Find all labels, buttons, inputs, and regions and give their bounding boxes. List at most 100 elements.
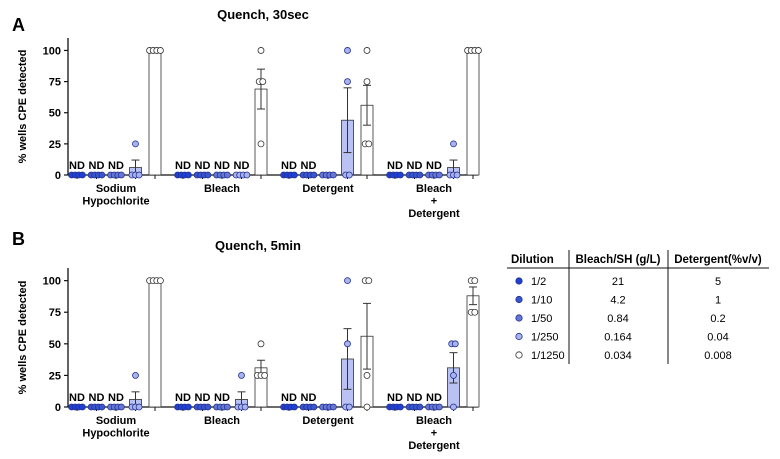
table-swatch [515,295,523,304]
data-point [329,403,337,411]
y-axis-label: % wells CPE detected [17,281,29,395]
y-tick-label: 50 [49,339,61,351]
data-point [79,171,86,179]
y-tick-label: 75 [49,77,61,89]
table-cell-bleach: 0.84 [607,313,628,325]
bar [148,280,162,408]
x-category-label-line: Bleach [204,415,240,427]
y-tick-label: 100 [43,45,61,57]
table-cell-bleach: 0.034 [604,350,632,362]
data-point [451,340,459,348]
table-cell-dilution: 1/10 [531,295,552,307]
table-cell-dilution: 1/50 [531,313,552,325]
x-category-label-line: Bleach [416,183,452,195]
data-point [396,403,404,411]
nd-label: ND [195,160,211,172]
table-swatch [515,332,523,341]
x-category-label: Bleach + Detergent [408,415,460,452]
table-cell-detergent: 1 [715,295,721,307]
data-point [135,171,143,179]
data-point [471,277,479,285]
data-point [238,372,245,379]
data-point [204,403,212,411]
data-point [435,171,443,179]
table-header-detergent: Detergent(%v/v) [674,254,762,266]
panel-a: A Quench, 30sec % wells CPE detected 0 25 50 7… [12,7,482,220]
x-category-label-line: + [431,196,437,208]
table-swatch [515,314,523,322]
nd-label: ND [426,160,442,172]
x-category-label: Sodium Hypochlorite [82,183,149,208]
data-point [453,171,461,179]
table-swatch [515,351,523,359]
nd-label: ND [281,160,297,172]
data-point [344,340,351,348]
y-tick-label: 0 [55,170,61,182]
table-cell-bleach: 4.2 [610,295,625,307]
data-point [345,403,353,411]
data-point [450,372,457,379]
data-point [223,403,231,411]
x-category-label: Bleach [204,183,240,195]
data-point [344,277,351,285]
table-cell-dilution: 1/2 [531,276,546,288]
x-category-label: Bleach + Detergent [408,183,460,220]
data-point [156,277,164,285]
x-category-label-line: Hypochlorite [82,428,149,440]
data-point [257,47,265,54]
data-point [118,403,125,411]
data-point [365,140,373,148]
data-point [118,171,125,179]
x-category-label-line: Sodium [96,183,137,195]
table-cell-detergent: 0.04 [707,332,728,344]
dilution-table: Dilution Bleach/SH (g/L) Detergent(%v/v)… [507,250,769,364]
data-point [135,403,143,411]
y-tick-label: 100 [43,276,61,288]
data-point [363,403,371,411]
data-point [257,340,265,348]
panel-b: B Quench, 5min % wells CPE detected 0 25 50 75… [12,229,480,452]
x-category-label-line: Hypochlorite [82,196,149,208]
data-point [132,372,139,379]
data-point [156,47,164,54]
table-cell-bleach: 0.164 [604,332,632,344]
chart-title: Quench, 30sec [217,7,309,22]
y-axis-label: % wells CPE detected [17,50,29,164]
table-cell-dilution: 1/1250 [531,350,565,362]
data-point [243,171,251,179]
nd-label: ND [387,392,403,404]
table-cell-detergent: 5 [715,276,721,288]
table-cell-detergent: 0.2 [710,313,725,325]
data-point [365,277,373,285]
data-point [98,171,106,179]
x-category-label-line: Bleach [204,183,240,195]
x-category-label: Sodium Hypochlorite [82,415,149,440]
nd-label: ND [301,160,317,172]
data-point [363,78,371,85]
y-tick-label: 25 [49,370,61,382]
data-point [450,403,457,411]
data-point [261,372,269,379]
data-point [98,403,106,411]
nd-label: ND [175,160,191,172]
nd-label: ND [89,160,105,172]
data-point [310,171,318,179]
data-point [257,140,265,148]
table-cell-bleach: 21 [612,276,624,288]
data-point [259,78,267,85]
nd-label: ND [214,160,230,172]
data-point [204,171,212,179]
data-point [184,171,192,179]
x-category-label: Detergent [302,415,354,427]
y-tick-label: 50 [49,108,61,120]
nd-label: ND [69,392,85,404]
nd-label: ND [175,392,191,404]
table-swatch [515,277,523,285]
data-point [344,78,351,85]
chart-title: Quench, 5min [215,238,301,253]
panel-label: A [12,15,25,35]
bar [466,50,480,176]
data-point [329,171,337,179]
nd-label: ND [301,392,317,404]
data-point [223,171,231,179]
